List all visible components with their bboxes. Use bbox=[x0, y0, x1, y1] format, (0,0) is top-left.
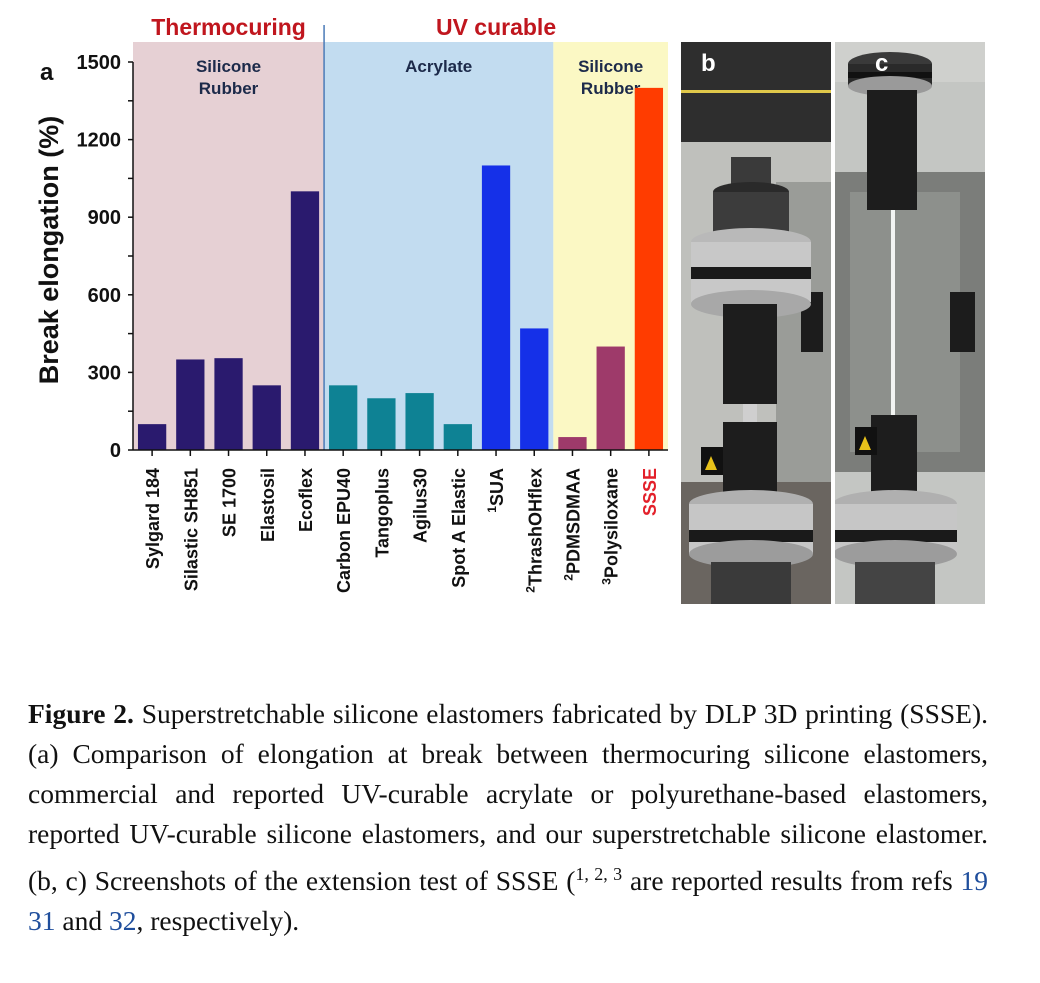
x-tick-label-superscript: 1 bbox=[485, 506, 499, 513]
tensile-test-photo-b: b bbox=[681, 42, 831, 604]
group-header-0: Thermocuring bbox=[151, 14, 306, 40]
region-label-2-0: Silicone bbox=[578, 57, 643, 76]
x-tick-label-12: 3Polysiloxane bbox=[600, 468, 622, 585]
elongation-bar-chart: Silicone Rubber Acrylate Silicone Rubber The… bbox=[0, 0, 680, 650]
bar-4 bbox=[290, 191, 320, 451]
tensile-test-photo-unstretched-icon bbox=[681, 42, 831, 604]
y-tick-label: 0 bbox=[110, 440, 121, 462]
ref-link-19[interactable]: 19 bbox=[960, 865, 989, 897]
x-tick-label-superscript: 3 bbox=[600, 578, 614, 585]
figure-label: Figure 2. bbox=[28, 698, 134, 729]
bar-3 bbox=[252, 385, 281, 450]
region-label-2-1: Rubber bbox=[581, 79, 641, 98]
chart-svg: Silicone Rubber Acrylate Silicone Rubber The… bbox=[34, 14, 668, 593]
x-tick-label-superscript: 2 bbox=[561, 574, 575, 581]
ref-link-32[interactable]: 32 bbox=[108, 905, 137, 937]
figure-caption: Figure 2. Superstretchable silicone elas… bbox=[28, 694, 988, 941]
tensile-test-photo-stretched-icon bbox=[835, 42, 985, 604]
caption-superscript: 1, 2, 3 bbox=[575, 864, 623, 884]
region-band-1 bbox=[324, 42, 554, 450]
y-tick-label: 1500 bbox=[77, 52, 122, 74]
x-tick-label-text: SUA bbox=[487, 468, 507, 506]
panel-label-a: a bbox=[40, 59, 54, 86]
bar-8 bbox=[443, 424, 472, 450]
x-tick-label-1: Silastic SH851 bbox=[181, 468, 201, 591]
y-tick-label: 900 bbox=[88, 207, 121, 229]
x-tick-label-text: Polysiloxane bbox=[602, 468, 622, 578]
x-tick-label-3: Elastosil bbox=[258, 468, 278, 542]
bar-2 bbox=[214, 358, 243, 450]
x-tick-label-13: SSSE bbox=[640, 468, 660, 516]
bar-9 bbox=[481, 165, 511, 450]
x-tick-label-5: Carbon EPU40 bbox=[334, 468, 354, 593]
x-tick-label-8: Spot A Elastic bbox=[449, 468, 469, 588]
y-tick-label: 600 bbox=[88, 285, 121, 307]
x-tick-label-10: 2ThrashOHflex bbox=[523, 468, 545, 593]
region-label-1-0: Acrylate bbox=[405, 57, 472, 76]
x-tick-label-2: SE 1700 bbox=[220, 468, 240, 537]
bar-1 bbox=[176, 359, 205, 450]
bar-12 bbox=[596, 346, 625, 450]
tensile-test-photo-c: c bbox=[835, 42, 985, 604]
caption-text-refs: are reported results from refs bbox=[622, 865, 961, 897]
x-tick-label-4: Ecoflex bbox=[296, 468, 316, 532]
bar-5 bbox=[329, 385, 358, 450]
photo-label-c: c bbox=[875, 50, 889, 77]
bar-10 bbox=[520, 328, 549, 450]
caption-text: Superstretchable silicone elastomers fab… bbox=[28, 698, 988, 897]
y-tick-label: 1200 bbox=[77, 130, 122, 152]
region-label-0-0: Silicone bbox=[196, 57, 261, 76]
bar-0 bbox=[137, 424, 167, 450]
region-label-0-1: Rubber bbox=[199, 79, 259, 98]
ref-link-31[interactable]: 31 bbox=[28, 905, 56, 937]
caption-end: , respectively). bbox=[136, 905, 300, 937]
x-tick-label-text: PDMSDMAA bbox=[563, 468, 583, 574]
x-tick-label-11: 2PDMSDMAA bbox=[561, 468, 583, 581]
y-tick-label: 300 bbox=[88, 362, 121, 384]
group-header-1: UV curable bbox=[436, 14, 556, 40]
caption-and: and bbox=[55, 905, 109, 937]
x-tick-label-text: ThrashOHflex bbox=[525, 468, 545, 586]
x-tick-label-7: Agilus30 bbox=[411, 468, 431, 543]
bar-13 bbox=[634, 87, 664, 450]
bar-6 bbox=[367, 398, 396, 450]
x-tick-label-6: Tangoplus bbox=[372, 468, 392, 558]
x-tick-label-superscript: 2 bbox=[523, 586, 537, 593]
photo-label-b: b bbox=[701, 50, 716, 77]
bar-7 bbox=[405, 393, 434, 450]
y-axis-label: Break elongation (%) bbox=[34, 116, 64, 385]
x-tick-label-9: 1SUA bbox=[485, 468, 507, 513]
bar-11 bbox=[558, 437, 587, 450]
x-tick-label-0: Sylgard 184 bbox=[143, 468, 163, 569]
